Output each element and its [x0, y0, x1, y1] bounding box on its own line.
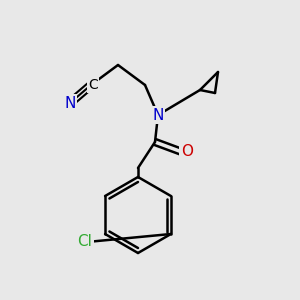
- Text: N: N: [152, 107, 164, 122]
- Text: Cl: Cl: [78, 235, 92, 250]
- Text: O: O: [181, 145, 193, 160]
- Text: C: C: [88, 78, 98, 92]
- Text: N: N: [64, 95, 76, 110]
